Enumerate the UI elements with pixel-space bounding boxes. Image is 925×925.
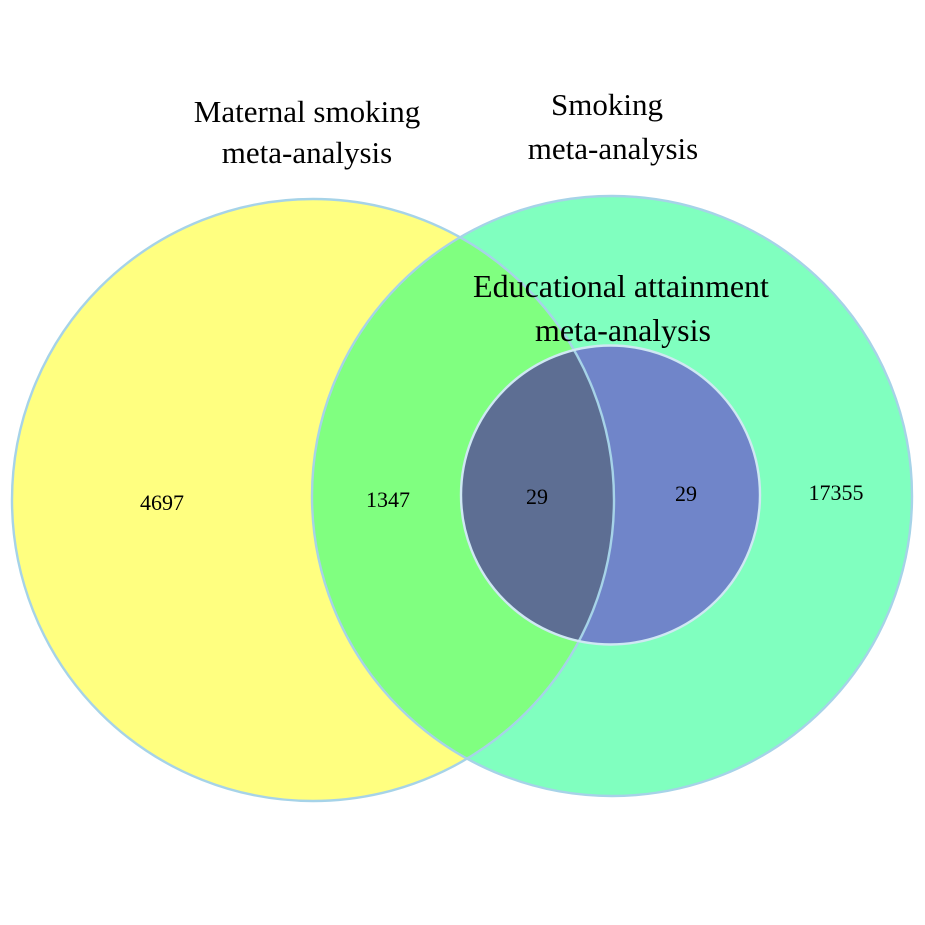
svg-text:1347: 1347 bbox=[366, 487, 410, 512]
svg-text:4697: 4697 bbox=[140, 490, 184, 515]
svg-text:meta-analysis: meta-analysis bbox=[528, 131, 698, 166]
svg-text:29: 29 bbox=[675, 481, 697, 506]
svg-text:Educational attainment: Educational attainment bbox=[473, 268, 769, 304]
svg-text:17355: 17355 bbox=[809, 480, 864, 505]
svg-text:29: 29 bbox=[526, 484, 548, 509]
svg-text:meta-analysis: meta-analysis bbox=[535, 312, 711, 348]
svg-text:meta-analysis: meta-analysis bbox=[222, 135, 392, 170]
svg-text:Maternal smoking: Maternal smoking bbox=[194, 94, 420, 129]
svg-text:Smoking: Smoking bbox=[551, 87, 663, 122]
